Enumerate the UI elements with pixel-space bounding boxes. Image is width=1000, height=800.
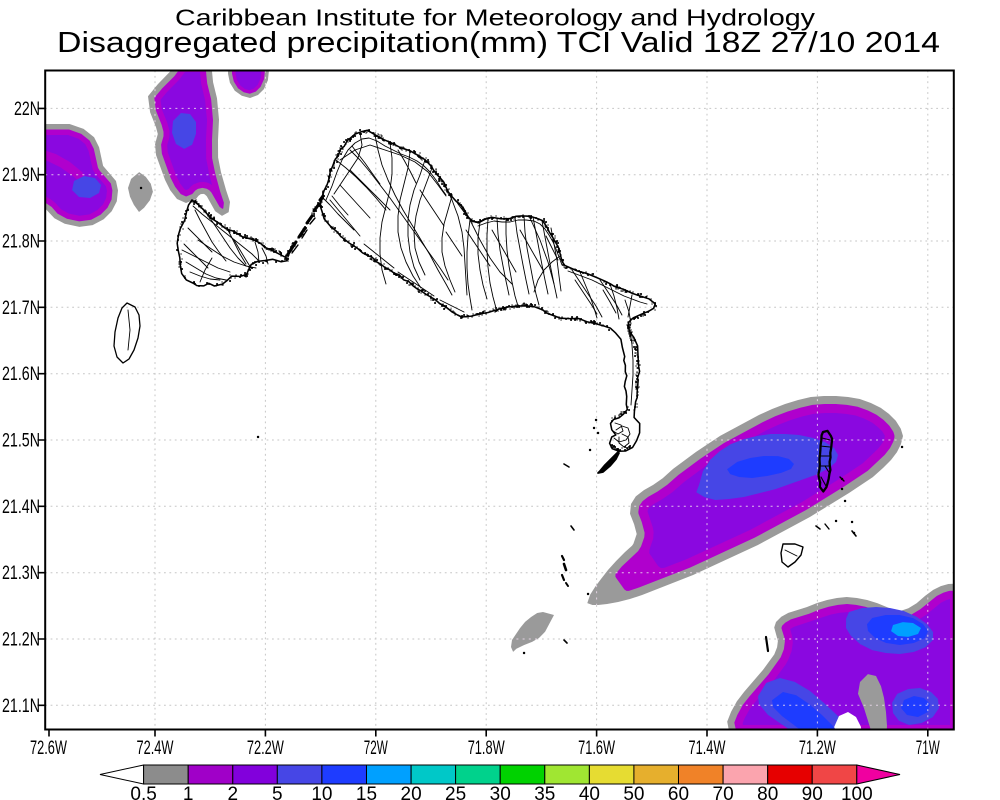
svg-text:21.1N: 21.1N bbox=[2, 696, 40, 717]
svg-text:72.6W: 72.6W bbox=[30, 738, 67, 759]
svg-text:10: 10 bbox=[311, 784, 332, 800]
svg-text:21.8N: 21.8N bbox=[2, 232, 40, 253]
svg-text:Caribbean Institute for Meteor: Caribbean Institute for Meteorology and … bbox=[175, 5, 815, 31]
svg-text:21.5N: 21.5N bbox=[2, 431, 40, 452]
svg-text:22N: 22N bbox=[14, 99, 40, 120]
svg-text:40: 40 bbox=[579, 784, 600, 800]
svg-text:100: 100 bbox=[841, 784, 873, 800]
svg-text:80: 80 bbox=[757, 784, 778, 800]
svg-text:21.7N: 21.7N bbox=[2, 298, 40, 319]
svg-text:15: 15 bbox=[356, 784, 377, 800]
svg-text:20: 20 bbox=[401, 784, 422, 800]
svg-text:60: 60 bbox=[668, 784, 689, 800]
svg-text:0.5: 0.5 bbox=[130, 784, 156, 800]
svg-text:71.4W: 71.4W bbox=[689, 738, 726, 759]
svg-text:71.8W: 71.8W bbox=[468, 738, 505, 759]
svg-text:71W: 71W bbox=[916, 738, 940, 759]
svg-text:71.2W: 71.2W bbox=[799, 738, 836, 759]
svg-text:21.2N: 21.2N bbox=[2, 630, 40, 651]
svg-text:72.2W: 72.2W bbox=[247, 738, 284, 759]
svg-text:5: 5 bbox=[272, 784, 283, 800]
svg-text:70: 70 bbox=[713, 784, 734, 800]
svg-text:21.9N: 21.9N bbox=[2, 165, 40, 186]
svg-text:25: 25 bbox=[445, 784, 466, 800]
svg-text:1: 1 bbox=[183, 784, 194, 800]
svg-text:30: 30 bbox=[490, 784, 511, 800]
svg-text:71.6W: 71.6W bbox=[578, 738, 615, 759]
svg-text:72W: 72W bbox=[364, 738, 388, 759]
svg-text:72.4W: 72.4W bbox=[137, 738, 174, 759]
svg-text:21.3N: 21.3N bbox=[2, 563, 40, 584]
svg-text:90: 90 bbox=[802, 784, 823, 800]
svg-text:21.4N: 21.4N bbox=[2, 497, 40, 518]
svg-text:50: 50 bbox=[623, 784, 644, 800]
svg-text:21.6N: 21.6N bbox=[2, 364, 40, 385]
svg-text:2: 2 bbox=[228, 784, 239, 800]
svg-text:Disaggregated precipitation(mm: Disaggregated precipitation(mm) TCI Vali… bbox=[57, 27, 940, 59]
svg-text:35: 35 bbox=[534, 784, 555, 800]
